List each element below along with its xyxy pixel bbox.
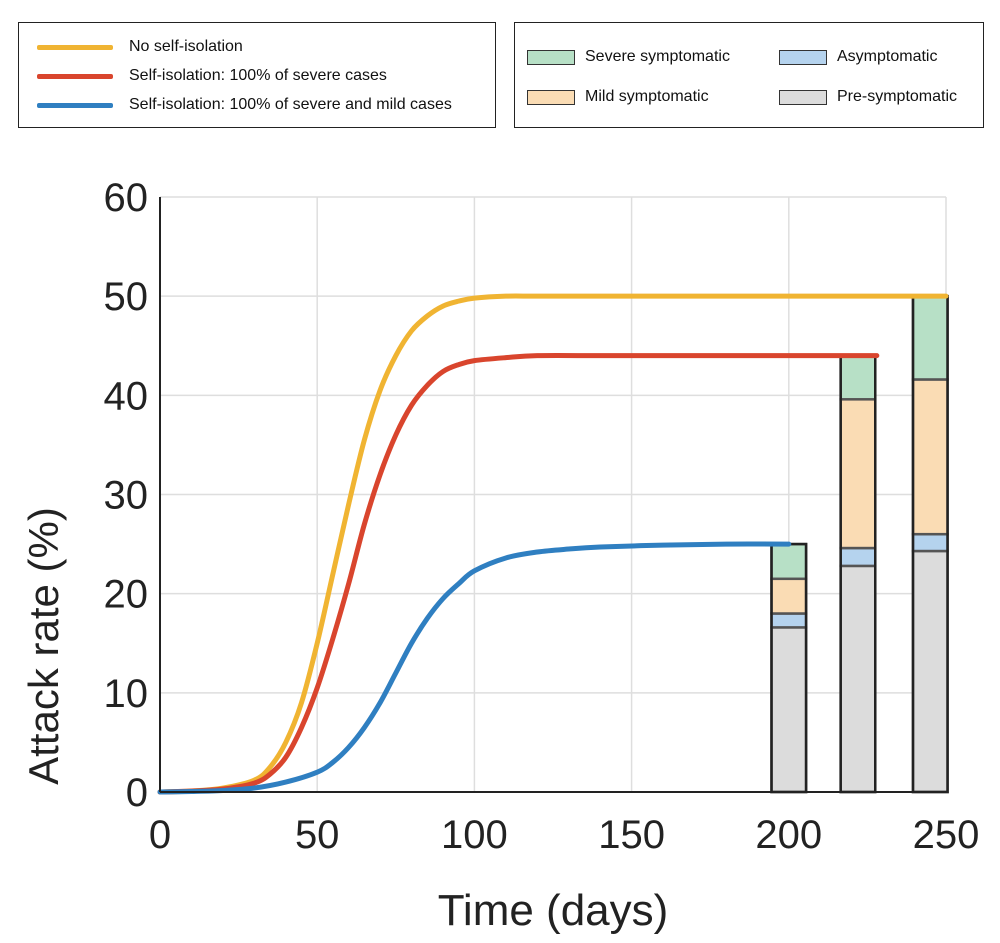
bar-segment-pre-symptomatic — [770, 626, 808, 794]
legend-line-swatch — [37, 73, 113, 79]
legend-label: Self-isolation: 100% of severe and mild … — [129, 96, 452, 113]
legend-label: No self-isolation — [129, 38, 243, 55]
y-tick-label: 0 — [126, 771, 148, 815]
bar-segment-mild-symptomatic — [839, 398, 877, 550]
bar-segment-severe-symptomatic — [770, 542, 808, 581]
x-tick-label: 50 — [295, 813, 340, 857]
y-tick-label: 20 — [104, 573, 149, 617]
legend-entry-asymptomatic: Asymptomatic — [779, 46, 937, 68]
bar-segment-pre-symptomatic — [911, 549, 949, 794]
bar-segment-severe-symptomatic — [839, 354, 877, 401]
attack-rate-chart: 0 10 20 30 40 50 60 0 50 100 150 200 250 Time (days)… — [20, 176, 980, 935]
x-tick-label: 100 — [441, 813, 508, 857]
stacked-bars — [770, 294, 949, 794]
bar-segment-asymptomatic — [911, 532, 949, 553]
y-tick-label: 40 — [104, 374, 149, 418]
legend-entry-no-isolation: No self-isolation — [37, 37, 243, 57]
axes: 0 10 20 30 40 50 60 0 50 100 150 200 250 — [104, 176, 980, 857]
legend-label: Self-isolation: 100% of severe cases — [129, 67, 387, 84]
y-tick-label: 60 — [104, 176, 149, 220]
bar-segment-mild-symptomatic — [770, 577, 808, 615]
bar-segment-asymptomatic — [770, 612, 808, 629]
grid — [159, 196, 947, 793]
legend-label: Severe symptomatic — [585, 48, 730, 65]
legend-line-swatch — [37, 102, 113, 108]
y-tick-label: 30 — [104, 474, 149, 518]
legend-bar-swatch — [527, 89, 575, 105]
bar-legend: Severe symptomatic Asymptomatic Mild sym… — [514, 22, 984, 128]
x-tick-label: 250 — [913, 813, 980, 857]
x-tick-label: 150 — [598, 813, 665, 857]
x-axis-label: Time (days) — [438, 886, 669, 935]
legend-entry-severe-mild-isolation: Self-isolation: 100% of severe and mild … — [37, 95, 452, 115]
series-line-1 — [157, 293, 949, 795]
legend-label: Pre-symptomatic — [837, 88, 958, 105]
legend-bar-swatch — [779, 49, 827, 65]
y-axis-label: Attack rate (%) — [20, 507, 67, 785]
legend-entry-severe-symptomatic: Severe symptomatic — [527, 46, 730, 68]
x-tick-label: 200 — [755, 813, 822, 857]
legend-bar-swatch — [527, 49, 575, 65]
x-tick-label: 0 — [149, 813, 171, 857]
series-line-3 — [157, 541, 792, 795]
bar-segment-asymptomatic — [839, 546, 877, 568]
legend-line-swatch — [37, 44, 113, 50]
legend-label: Mild symptomatic — [585, 88, 709, 105]
legend-entry-mild-symptomatic: Mild symptomatic — [527, 86, 709, 108]
bar-segment-severe-symptomatic — [911, 294, 949, 381]
series-lines — [157, 293, 949, 795]
legend-entry-pre-symptomatic: Pre-symptomatic — [779, 86, 957, 108]
bar-segment-pre-symptomatic — [839, 564, 877, 794]
bar-segment-mild-symptomatic — [911, 378, 949, 536]
series-line-2 — [157, 353, 880, 795]
legend-bar-swatch — [779, 89, 827, 105]
legend-entry-severe-isolation: Self-isolation: 100% of severe cases — [37, 66, 387, 86]
legend-label: Asymptomatic — [837, 48, 938, 65]
line-legend: No self-isolation Self-isolation: 100% o… — [18, 22, 496, 128]
y-tick-label: 10 — [104, 672, 149, 716]
y-tick-label: 50 — [104, 275, 149, 319]
